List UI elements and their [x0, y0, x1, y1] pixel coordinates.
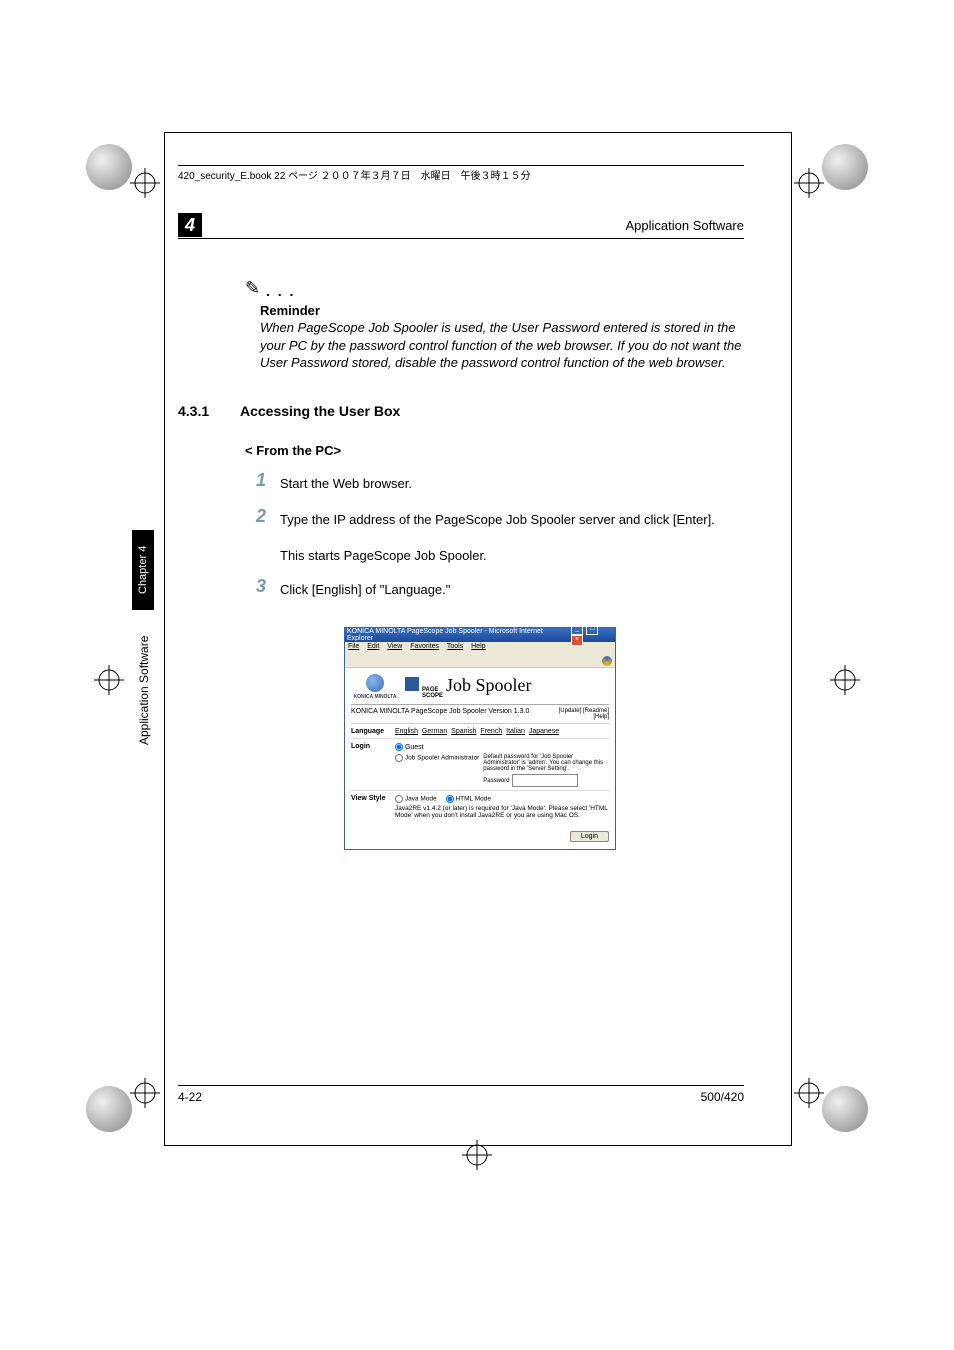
footer-page-number: 4-22 [178, 1090, 202, 1104]
app-body: KONICA MINOLTA PAGESCOPE Job Spooler KON… [345, 668, 615, 849]
language-links: English German Spanish French Italian Ja… [395, 728, 609, 735]
footer-model: 500/420 [701, 1090, 744, 1104]
html-mode-label: HTML Mode [455, 796, 491, 803]
menu-help[interactable]: Help [471, 643, 485, 650]
section-title: Accessing the User Box [240, 403, 400, 419]
admin-option-row: Job Spooler Administrator Default passwo… [395, 754, 609, 787]
reg-target-mr [830, 665, 860, 695]
section-number: 4.3.1 [178, 403, 209, 419]
pagescope-icon [405, 677, 419, 691]
browser-toolbar [345, 655, 615, 668]
lang-german[interactable]: German [422, 728, 447, 735]
guest-label: Guest [405, 744, 424, 751]
menu-file[interactable]: File [348, 643, 359, 650]
window-controls: _ □ × [570, 624, 613, 646]
km-logo: KONICA MINOLTA [351, 674, 399, 700]
reg-target-bl [130, 1078, 160, 1108]
view-style-row: View Style Java Mode HTML Mode Java2RE v… [351, 795, 609, 819]
reg-target-tl [130, 168, 160, 198]
chapter-number-badge: 4 [178, 213, 202, 237]
lang-italian[interactable]: Italian [506, 728, 525, 735]
logo-row: KONICA MINOLTA PAGESCOPE Job Spooler [351, 674, 609, 705]
footer-rule [178, 1085, 744, 1086]
update-link[interactable]: [Update] [559, 708, 582, 714]
guest-radio[interactable] [395, 743, 403, 751]
lang-spanish[interactable]: Spanish [451, 728, 476, 735]
step-3-number: 3 [256, 576, 266, 597]
lang-english[interactable]: English [395, 728, 418, 735]
password-field-row: Password [483, 774, 609, 787]
step-2-text-b: This starts PageScope Job Spooler. [280, 547, 746, 565]
browser-title: KONICA MINOLTA PageScope Job Spooler - M… [347, 628, 570, 642]
menu-tools[interactable]: Tools [447, 643, 463, 650]
java-mode-radio[interactable] [395, 795, 403, 803]
language-row: Language English German Spanish French I… [351, 728, 609, 739]
step-1-text: Start the Web browser. [280, 475, 746, 493]
header-rule [178, 165, 744, 166]
admin-description: Default password for 'Job Spooler Admini… [483, 754, 609, 787]
pagescope-page-label: PAGESCOPE [422, 688, 443, 699]
reminder-label: Reminder [260, 303, 320, 318]
maximize-button[interactable]: □ [586, 624, 598, 635]
reg-circle-tl [86, 144, 132, 190]
admin-label: Job Spooler Administrator [405, 755, 479, 762]
version-text: KONICA MINOLTA PageScope Job Spooler Ver… [351, 708, 529, 720]
reg-target-tr [794, 168, 824, 198]
minimize-button[interactable]: _ [571, 624, 583, 635]
java-mode-label: Java Mode [405, 796, 437, 803]
html-mode-radio[interactable] [446, 795, 454, 803]
close-button[interactable]: × [571, 635, 583, 646]
password-input[interactable] [512, 774, 578, 787]
step-3-text: Click [English] of "Language." [280, 581, 746, 599]
step-2-text-a: Type the IP address of the PageScope Job… [280, 511, 746, 529]
view-style-content: Java Mode HTML Mode Java2RE v1.4.2 (or l… [395, 795, 609, 819]
reg-circle-br [822, 1086, 868, 1132]
header-file-info: 420_security_E.book 22 ページ ２００７年３月７日 水曜日… [178, 167, 588, 182]
login-row: Login Guest Job Spooler Administrator De… [351, 743, 609, 791]
km-brand-text: KONICA MINOLTA [354, 694, 397, 700]
reg-target-br [794, 1078, 824, 1108]
job-spooler-label: Job Spooler [446, 675, 532, 696]
password-label: Password [483, 778, 509, 784]
lang-french[interactable]: French [480, 728, 502, 735]
menu-view[interactable]: View [387, 643, 402, 650]
login-button[interactable]: Login [570, 831, 609, 842]
login-content: Guest Job Spooler Administrator Default … [395, 743, 609, 787]
step-2-number: 2 [256, 506, 266, 527]
reminder-dots: . . . [266, 283, 295, 299]
reg-target-ml [94, 665, 124, 695]
pagescope-title: PAGESCOPE Job Spooler [405, 675, 532, 699]
reminder-body: When PageScope Job Spooler is used, the … [260, 319, 744, 372]
menu-favorites[interactable]: Favorites [410, 643, 439, 650]
reg-circle-tr [822, 144, 868, 190]
km-globe-icon [366, 674, 384, 692]
side-section-label: Application Software [137, 620, 151, 760]
header-links: [Update] [Readme] [Help] [559, 708, 609, 720]
lang-japanese[interactable]: Japanese [529, 728, 559, 735]
login-label: Login [351, 743, 395, 787]
view-note: Java2RE v1.4.2 (or later) is required fo… [395, 805, 609, 819]
section-subhead: < From the PC> [245, 443, 341, 458]
login-button-row: Login [351, 825, 609, 843]
menu-edit[interactable]: Edit [367, 643, 379, 650]
chapter-rule [178, 238, 744, 239]
side-chapter-tab: Chapter 4 [132, 530, 154, 610]
help-link[interactable]: [Help] [593, 714, 609, 720]
admin-radio[interactable] [395, 754, 403, 762]
ie-logo-icon [602, 656, 612, 666]
step-1-number: 1 [256, 470, 266, 491]
browser-titlebar: KONICA MINOLTA PageScope Job Spooler - M… [345, 628, 615, 642]
reg-circle-bl [86, 1086, 132, 1132]
language-label: Language [351, 728, 395, 735]
pencil-icon: ✎ [245, 278, 260, 299]
browser-window: KONICA MINOLTA PageScope Job Spooler - M… [344, 627, 616, 850]
guest-option: Guest [395, 743, 609, 751]
view-style-label: View Style [351, 795, 395, 819]
admin-option: Job Spooler Administrator [395, 754, 479, 762]
chapter-title: Application Software [625, 218, 744, 233]
version-row: KONICA MINOLTA PageScope Job Spooler Ver… [351, 708, 609, 724]
